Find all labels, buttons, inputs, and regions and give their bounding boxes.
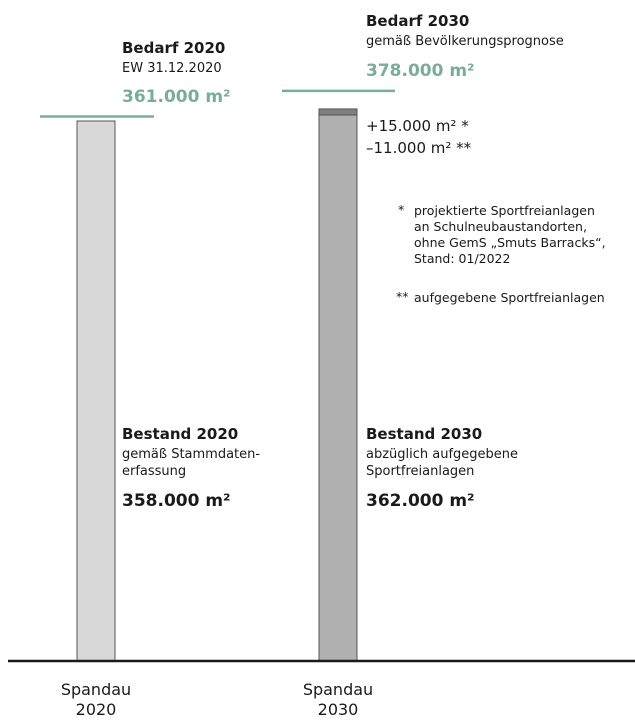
category-label-2020-line-1: Spandau bbox=[60, 680, 132, 699]
bestand-2030-title: Bestand 2030 bbox=[366, 425, 483, 443]
bedarf-2030-value: 378.000 m² bbox=[366, 61, 475, 81]
bar-bestand-2030 bbox=[318, 114, 358, 662]
bestand-2030-subtitle-2: Sportfreianlagen bbox=[366, 464, 475, 479]
footnote-1-line-3: ohne GemS „Smuts Barracks“, bbox=[414, 235, 606, 250]
bar-segment-added-2030 bbox=[318, 108, 358, 116]
bedarf-2020-value: 361.000 m² bbox=[122, 87, 231, 107]
bestand-2030-value: 362.000 m² bbox=[366, 491, 475, 511]
footnote-2-marker: ** bbox=[396, 289, 409, 304]
bestand-2020-subtitle-1: gemäß Stammdaten- bbox=[122, 447, 261, 462]
category-label-2020-line-2: 2020 bbox=[75, 700, 117, 719]
footnote-1-line-2: an Schulneubaustandorten, bbox=[414, 219, 587, 234]
bar-bestand-2020 bbox=[76, 120, 116, 662]
plus-15000-label: +15.000 m² * bbox=[366, 117, 469, 135]
bestand-2020-title: Bestand 2020 bbox=[122, 425, 239, 443]
bedarf-2020-subtitle: EW 31.12.2020 bbox=[122, 61, 222, 76]
bedarf-2030-subtitle: gemäß Bevölkerungsprognose bbox=[366, 34, 564, 49]
bestand-2020-subtitle-2: erfassung bbox=[122, 464, 187, 479]
category-label-2030-line-2: 2030 bbox=[317, 700, 359, 719]
footnote-1-line-1: projektierte Sportfreianlagen bbox=[414, 203, 595, 218]
category-label-2030-line-1: Spandau bbox=[302, 680, 374, 699]
bestand-2030-subtitle-1: abzüglich aufgegebene bbox=[366, 447, 519, 462]
bestand-2020-value: 358.000 m² bbox=[122, 491, 231, 511]
footnote-2-line-1: aufgegebene Sportfreianlagen bbox=[414, 290, 605, 305]
bedarf-2020-title: Bedarf 2020 bbox=[122, 39, 226, 57]
bedarf-2030-title: Bedarf 2030 bbox=[366, 12, 470, 30]
minus-11000-label: –11.000 m² ** bbox=[366, 139, 472, 157]
footnote-1-marker: * bbox=[398, 202, 405, 217]
footnote-1-line-4: Stand: 01/2022 bbox=[414, 251, 511, 266]
